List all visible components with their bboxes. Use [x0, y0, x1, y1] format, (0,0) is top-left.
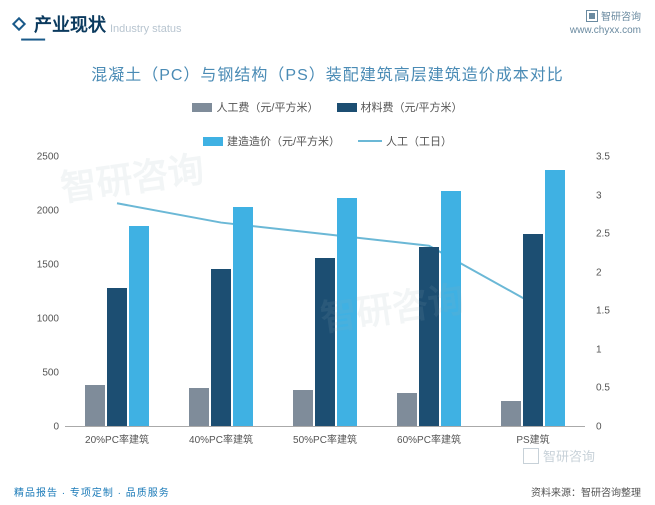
bar: [523, 234, 543, 426]
y-right-tick: 1: [596, 344, 602, 355]
y-right-tick: 2: [596, 267, 602, 278]
legend-item: 人工费（元/平方米）: [192, 99, 318, 115]
y-right-tick: 1.5: [596, 306, 610, 317]
bar: [293, 390, 313, 426]
y-left-tick: 1000: [37, 314, 59, 325]
y-axis-left: 05001000150020002500: [25, 157, 63, 427]
legend-swatch: [337, 103, 357, 112]
y-left-tick: 2000: [37, 206, 59, 217]
legend-swatch: [192, 103, 212, 112]
y-right-tick: 3: [596, 190, 602, 201]
plot: 20%PC率建筑40%PC率建筑50%PC率建筑60%PC率建筑PS建筑: [65, 157, 585, 427]
bar: [107, 288, 127, 426]
bar: [189, 388, 209, 426]
diamond-icon: [12, 16, 26, 30]
watermark-logo: 智研咨询: [523, 446, 595, 465]
legend-swatch: [203, 137, 223, 146]
legend-label: 材料费（元/平方米）: [361, 99, 463, 115]
brand-name: 智研咨询: [601, 12, 641, 23]
legend-label: 人工（工日）: [386, 133, 452, 149]
bar-group: [65, 226, 169, 426]
legend-item: 材料费（元/平方米）: [337, 99, 463, 115]
chart-area: 05001000150020002500 20%PC率建筑40%PC率建筑50%…: [25, 157, 630, 467]
footer-left: 精品报告 · 专项定制 · 品质服务: [14, 484, 170, 499]
y-left-tick: 0: [53, 422, 59, 433]
x-label: 60%PC率建筑: [377, 431, 481, 446]
y-left-tick: 500: [42, 368, 59, 379]
header-left: 产业现状 Industry status: [14, 11, 570, 37]
header-title-cn: 产业现状: [34, 11, 106, 37]
x-label: 50%PC率建筑: [273, 431, 377, 446]
x-label: 40%PC率建筑: [169, 431, 273, 446]
brand-url: www.chyxx.com: [570, 24, 641, 37]
header-title-en: Industry status: [110, 23, 182, 35]
bar: [419, 247, 439, 426]
bar: [397, 393, 417, 426]
bar: [545, 170, 565, 426]
header: 产业现状 Industry status 智研咨询 www.chyxx.com: [0, 0, 655, 43]
footer-right: 资料来源：智研咨询整理: [531, 484, 641, 499]
bar: [337, 198, 357, 426]
bar-group: [169, 207, 273, 426]
y-left-tick: 1500: [37, 260, 59, 271]
legend-item: 建造造价（元/平方米）: [203, 133, 340, 149]
bar-group: [273, 198, 377, 426]
bar: [233, 207, 253, 426]
bar: [129, 226, 149, 426]
y-right-tick: 3.5: [596, 152, 610, 163]
bar-group: [481, 170, 585, 426]
x-label: PS建筑: [481, 431, 585, 446]
y-right-tick: 2.5: [596, 229, 610, 240]
x-label: 20%PC率建筑: [65, 431, 169, 446]
y-right-tick: 0: [596, 422, 602, 433]
bar-group: [377, 191, 481, 426]
legend-label: 人工费（元/平方米）: [216, 99, 318, 115]
bar: [315, 258, 335, 426]
legend: 人工费（元/平方米） 材料费（元/平方米） 建造造价（元/平方米） 人工（工日）: [0, 99, 655, 149]
legend-swatch: [358, 140, 382, 142]
bar: [85, 385, 105, 426]
bar: [501, 401, 521, 426]
bar: [211, 269, 231, 426]
y-right-tick: 0.5: [596, 383, 610, 394]
brand-logo-icon: [586, 10, 598, 22]
legend-item: 人工（工日）: [358, 133, 452, 149]
y-left-tick: 2500: [37, 152, 59, 163]
bar: [441, 191, 461, 426]
header-right: 智研咨询 www.chyxx.com: [570, 10, 641, 37]
y-axis-right: 00.511.522.533.5: [592, 157, 630, 427]
chart-title: 混凝土（PC）与钢结构（PS）装配建筑高层建筑造价成本对比: [0, 61, 655, 85]
footer: 精品报告 · 专项定制 · 品质服务 资料来源：智研咨询整理: [14, 484, 641, 499]
legend-label: 建造造价（元/平方米）: [227, 133, 340, 149]
